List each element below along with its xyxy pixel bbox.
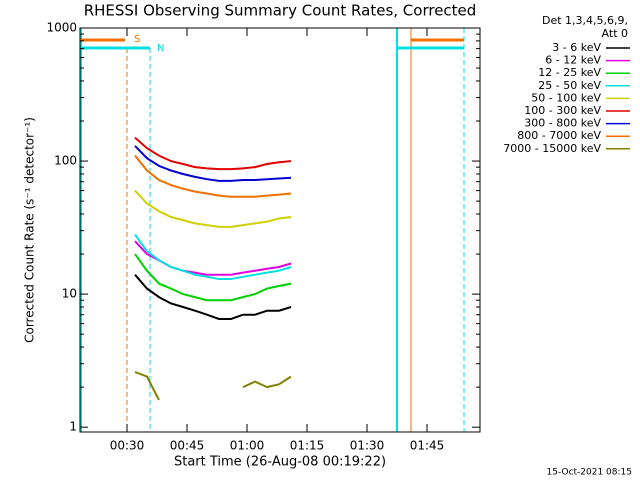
x-axis-label: Start Time (26-Aug-08 00:19:22): [174, 455, 386, 470]
legend-label: 3 - 6 keV: [552, 41, 601, 54]
legend-label: 6 - 12 keV: [545, 54, 601, 67]
y-tick-label: 10: [62, 287, 77, 301]
legend-label: 50 - 100 keV: [531, 91, 601, 104]
chart-title: RHESSI Observing Summary Count Rates, Co…: [84, 2, 477, 20]
flag-label: N: [157, 43, 164, 54]
y-tick-label: 1000: [46, 21, 77, 35]
legend-label: 25 - 50 keV: [538, 79, 601, 92]
flag-label: S: [134, 34, 140, 45]
legend-label: 300 - 800 keV: [524, 117, 601, 130]
x-tick-label: 01:30: [350, 439, 385, 453]
x-tick-label: 00:45: [170, 439, 205, 453]
y-axis-label: Corrected Count Rate (s⁻¹ detector⁻¹): [23, 117, 37, 343]
x-tick-label: 00:30: [110, 439, 145, 453]
x-tick-label: 01:15: [290, 439, 325, 453]
series-line: [134, 189, 292, 228]
y-tick-label: 100: [54, 154, 77, 168]
series-line: [134, 253, 292, 302]
x-tick-label: 01:45: [410, 439, 445, 453]
plot-frame: [79, 27, 481, 433]
footer: 15-Oct-2021 08:15: [547, 468, 632, 478]
x-tick-label: 01:00: [230, 439, 265, 453]
series-line: [242, 375, 292, 389]
legend-header: Att 0: [602, 27, 628, 40]
series-line: [134, 136, 292, 171]
series-line: [134, 154, 292, 198]
y-tick-label: 1: [69, 420, 77, 434]
legend-label: 12 - 25 keV: [538, 66, 601, 79]
legend-label: 800 - 7000 keV: [517, 129, 601, 142]
legend-header: Det 1,3,4,5,6,9,: [542, 14, 628, 27]
series-line: [134, 145, 292, 182]
series-line: [134, 274, 292, 320]
legend-label: 100 - 300 keV: [524, 104, 601, 117]
series-line: [134, 371, 160, 401]
series-line: [134, 234, 292, 280]
legend-label: 7000 - 15000 keV: [503, 142, 601, 155]
